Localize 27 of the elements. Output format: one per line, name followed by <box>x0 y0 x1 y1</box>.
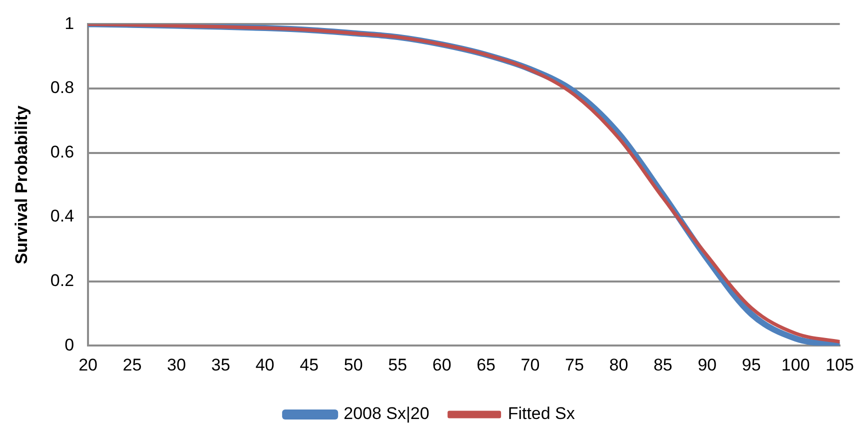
x-tick-label: 25 <box>122 355 142 374</box>
y-tick-label: 0.6 <box>50 142 74 162</box>
x-tick-label: 100 <box>781 355 810 374</box>
x-tick-label: 45 <box>300 355 319 374</box>
x-tick-label: 95 <box>742 355 761 374</box>
x-tick-label: 90 <box>698 355 717 374</box>
x-tick-label: 55 <box>388 355 408 374</box>
y-tick-label: 0.8 <box>50 78 74 98</box>
y-tick-label: 1 <box>64 14 74 33</box>
x-tick-label: 35 <box>211 355 230 374</box>
x-tick-label: 50 <box>344 355 363 374</box>
y-tick-label: 0.2 <box>50 271 74 290</box>
legend-label: 2008 Sx|20 <box>344 404 430 424</box>
x-tick-label: 70 <box>520 355 540 374</box>
x-tick-label: 40 <box>255 355 274 374</box>
x-tick-label: 60 <box>432 355 452 374</box>
x-tick-label: 20 <box>78 355 98 374</box>
x-tick-label: 75 <box>565 355 584 374</box>
y-tick-label: 0.4 <box>50 206 74 226</box>
x-tick-label: 80 <box>609 355 628 374</box>
x-tick-label: 85 <box>653 355 672 374</box>
x-tick-label: 30 <box>167 355 186 374</box>
y-axis-title: Survival Probability <box>12 105 31 264</box>
x-tick-label: 105 <box>826 355 854 374</box>
y-tick-label: 0 <box>64 335 74 354</box>
legend-label: Fitted Sx <box>508 404 576 424</box>
x-tick-label: 65 <box>476 355 496 374</box>
